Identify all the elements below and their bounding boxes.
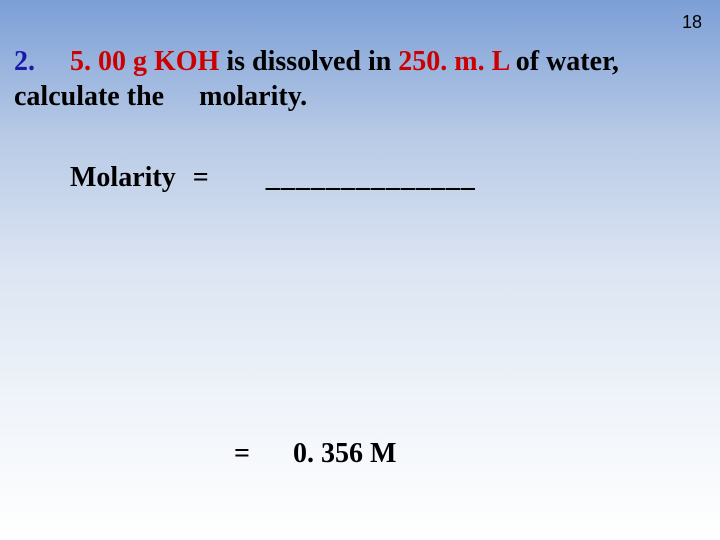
- problem-volume: 250. m. L: [398, 46, 508, 77]
- blank-line: ______________: [266, 162, 476, 194]
- problem-mid: is dissolved in: [219, 46, 398, 77]
- molarity-equation: Molarity = ______________: [70, 162, 476, 194]
- problem-tail2: molarity.: [199, 81, 307, 112]
- result-equation: = 0. 356 M: [234, 438, 396, 470]
- problem-mass: 5. 00 g KOH: [70, 46, 219, 77]
- molarity-label: Molarity: [70, 162, 176, 194]
- slide: 18 2. 5. 00 g KOH is dissolved in 250. m…: [0, 0, 720, 540]
- equals-sign-2: =: [234, 438, 250, 470]
- result-value: 0. 356 M: [293, 438, 396, 470]
- problem-number: 2.: [14, 46, 35, 77]
- problem-statement: 2. 5. 00 g KOH is dissolved in 250. m. L…: [14, 44, 700, 114]
- equals-sign-1: =: [193, 162, 209, 194]
- page-number: 18: [682, 12, 702, 33]
